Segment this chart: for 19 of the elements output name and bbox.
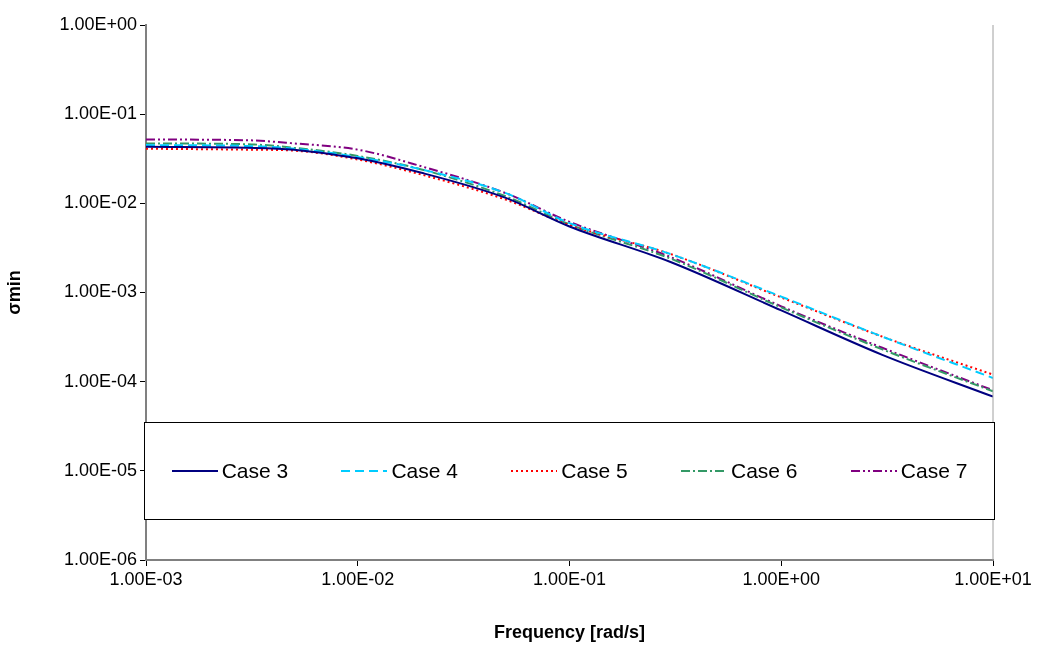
x-axis-title: Frequency [rad/s] [493, 622, 646, 643]
y-tick-label: 1.00E-06 [63, 548, 137, 569]
x-tick-label: 1.00E-02 [321, 568, 395, 589]
y-tick-label: 1.00E-04 [63, 370, 137, 391]
legend-label: Case 6 [731, 459, 798, 483]
y-tick-label: 1.00E-05 [63, 459, 137, 480]
y-tick-label: 1.00E-03 [63, 281, 137, 302]
y-tick-label: 1.00E-02 [63, 192, 137, 213]
x-tick-label: 1.00E-01 [532, 568, 607, 589]
x-tick-label: 1.00E+01 [954, 568, 1032, 589]
x-tick-label: 1.00E-03 [109, 568, 183, 589]
y-tick-label: 1.00E-01 [63, 103, 137, 124]
x-tick-label: 1.00E+00 [742, 568, 821, 589]
legend-label: Case 5 [561, 459, 628, 483]
y-axis-title: σmin [3, 270, 24, 315]
y-tick-label: 1.00E+00 [59, 13, 137, 34]
legend-label: Case 7 [900, 459, 968, 483]
legend-label: Case 3 [221, 459, 289, 483]
legend-label: Case 4 [391, 459, 458, 483]
